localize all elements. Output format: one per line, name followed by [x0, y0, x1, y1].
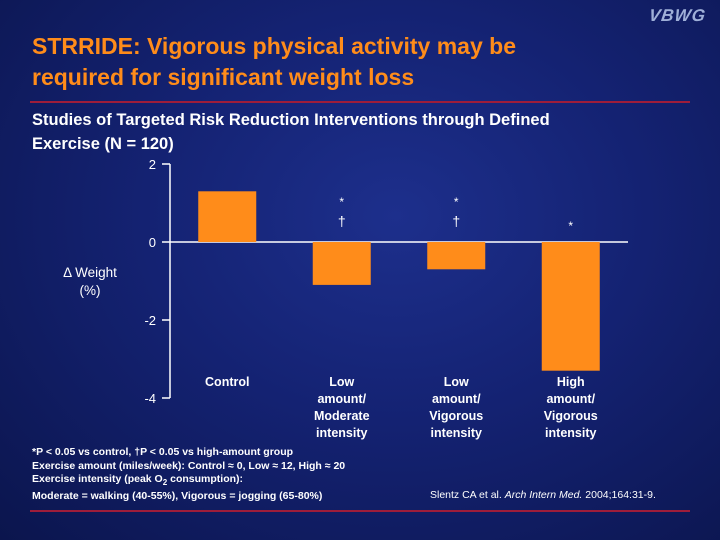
- subtitle-line-1: Studies of Targeted Risk Reduction Inter…: [32, 111, 550, 129]
- title-line-2: required for significant weight loss: [32, 64, 415, 90]
- bar: [198, 191, 257, 242]
- footnote-intensity-text: Exercise intensity (peak O: [32, 473, 163, 485]
- footnote-exercise-intensity: Exercise intensity (peak O2 consumption)…: [32, 473, 432, 490]
- footer-divider: [30, 510, 690, 512]
- citation-journal: Arch Intern Med.: [504, 489, 583, 501]
- footnote-intensity-definitions: Moderate = walking (40-55%), Vigorous = …: [32, 489, 323, 502]
- significance-marks: * † * † *: [338, 195, 574, 233]
- significance-mark: *: [339, 195, 344, 209]
- category-label: Low amount/Moderate intensity: [287, 374, 397, 442]
- category-label-line: Vigorous: [429, 409, 484, 423]
- y-tick-label: -2: [144, 313, 156, 328]
- chart-bars: [198, 191, 600, 371]
- title-line-1: STRRIDE: Vigorous physical activity may …: [32, 33, 516, 59]
- significance-mark: †: [338, 213, 346, 229]
- footnote-exercise-amount: Exercise amount (miles/week): Control ≈ …: [32, 459, 346, 472]
- y-tick-label: -4: [144, 391, 156, 406]
- category-label-line: intensity: [545, 426, 597, 440]
- y-tick-label: 2: [149, 157, 156, 172]
- category-label: High amount/Vigorous intensity: [516, 374, 626, 442]
- y-tick-label: 0: [149, 235, 156, 250]
- significance-mark: *: [568, 219, 573, 233]
- category-label-line: intensity: [316, 426, 368, 440]
- significance-mark: *: [454, 195, 459, 209]
- citation: Slentz CA et al. Arch Intern Med. 2004;1…: [430, 489, 656, 501]
- category-label: Low amount/Vigorous intensity: [401, 374, 511, 442]
- category-label: Control: [172, 374, 282, 391]
- footnote-intensity-subscript: 2: [162, 478, 168, 488]
- bar: [427, 242, 486, 270]
- footnotes: *P < 0.05 vs control, †P < 0.05 vs high-…: [32, 446, 432, 503]
- category-label-line: Moderate: [313, 409, 370, 423]
- subtitle-line-2: Exercise (N = 120): [32, 135, 174, 153]
- y-axis-label-line-2: (%): [79, 283, 101, 298]
- category-label-line: Low: [329, 375, 355, 389]
- slide-title: STRRIDE: Vigorous physical activity may …: [32, 31, 672, 93]
- title-divider: [30, 101, 690, 103]
- category-label-line: Control: [205, 375, 250, 389]
- significance-mark: †: [452, 213, 460, 229]
- category-label-line: Low: [443, 375, 469, 389]
- category-label-line: High: [556, 375, 585, 389]
- bar: [312, 242, 371, 285]
- category-label-line: intensity: [430, 426, 482, 440]
- y-axis-label-line-1: Δ Weight: [63, 265, 117, 280]
- category-label-line: Vigorous: [543, 409, 598, 423]
- category-label-line: amount/: [317, 392, 367, 406]
- category-label-line: amount/: [546, 392, 596, 406]
- slide-subtitle: Studies of Targeted Risk Reduction Inter…: [32, 108, 692, 156]
- footnote-intensity-text-end: consumption):: [167, 473, 244, 485]
- bar: [541, 242, 600, 371]
- citation-authors: Slentz CA et al.: [430, 489, 505, 501]
- y-axis-label: Δ Weight (%): [40, 264, 140, 300]
- citation-details: 2004;164:31-9.: [582, 489, 656, 501]
- footnote-significance: *P < 0.05 vs control, †P < 0.05 vs high-…: [32, 446, 294, 458]
- category-label-line: amount/: [431, 392, 481, 406]
